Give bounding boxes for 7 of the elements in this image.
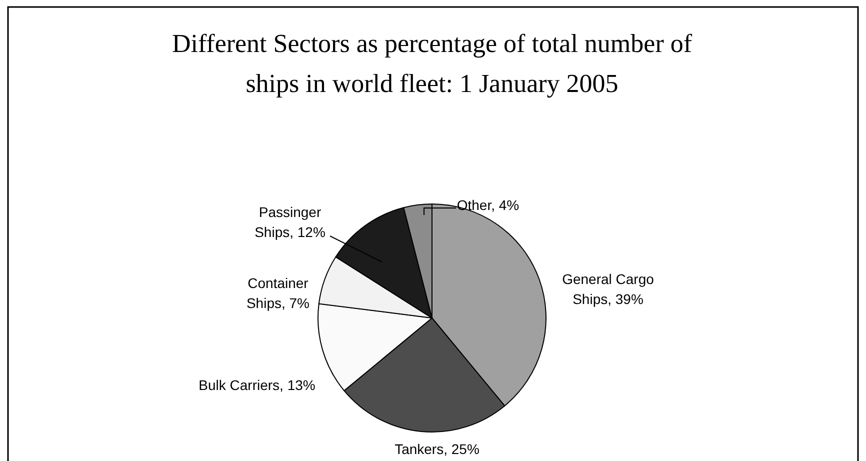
slice-label: Passinger Ships, 12% xyxy=(254,204,326,240)
slice-label: Other, 4% xyxy=(456,197,520,213)
slice-label: Bulk Carriers, 13% xyxy=(198,377,316,393)
slice-label: Tankers, 25% xyxy=(394,441,480,457)
slice-label: Container Ships, 7% xyxy=(246,275,310,311)
chart-title: Different Sectors as percentage of total number of ships in world fleet: 1 January 2005 xyxy=(172,29,692,98)
slice-label: General Cargo Ships, 39% xyxy=(562,271,654,307)
